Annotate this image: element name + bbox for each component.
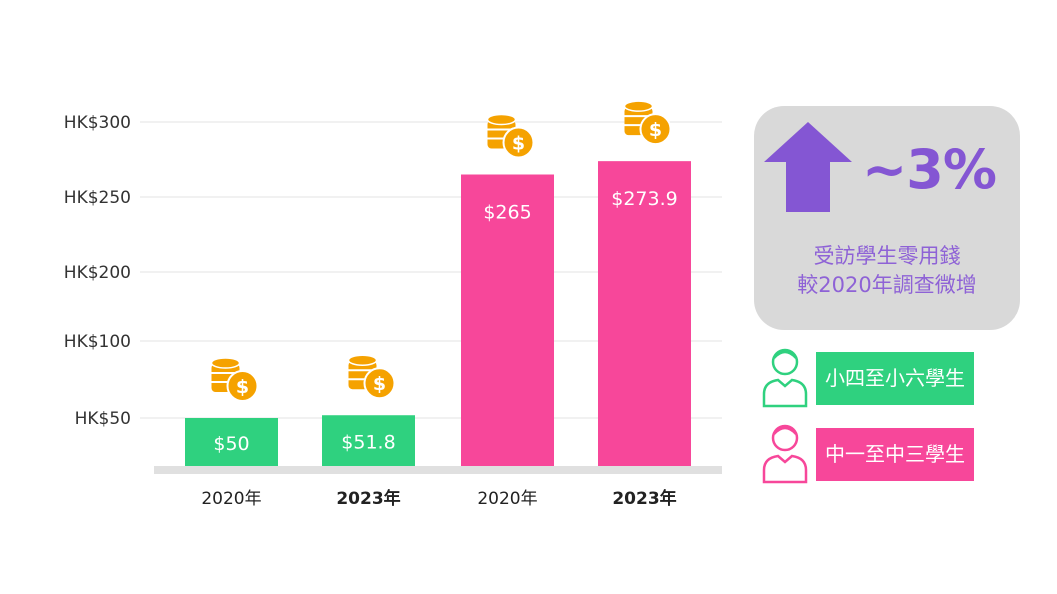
increase-percent: ~3% — [862, 138, 997, 201]
y-tick-label: HK$100 — [64, 332, 131, 352]
y-tick-label: HK$50 — [75, 409, 131, 429]
student-icon — [762, 424, 808, 484]
bar — [598, 161, 691, 466]
y-tick-label: HK$250 — [64, 188, 131, 208]
callout-line-1: 受訪學生零用錢 — [813, 244, 961, 268]
x-axis-baseline — [154, 466, 722, 474]
up-arrow-icon — [764, 122, 852, 212]
data-label: $50 — [213, 433, 249, 455]
bar-chart: HK$50 HK$100 HK$200 HK$250 HK$300 $50 $2020年 $5… — [64, 100, 722, 509]
svg-text:$: $ — [373, 373, 386, 395]
bar — [322, 415, 415, 466]
increase-callout: ~3% 受訪學生零用錢 較2020年調查微增 — [754, 106, 1020, 330]
bar — [185, 418, 278, 466]
legend-item-secondary: 中一至中三學生 — [760, 424, 980, 484]
coin-stack-icon: $ — [347, 354, 396, 400]
coin-stack-icon: $ — [210, 357, 259, 402]
coin-stack-icon: $ — [486, 113, 535, 159]
svg-text:$: $ — [236, 376, 249, 398]
data-label: $273.9 — [611, 188, 677, 210]
x-tick-label: 2020年 — [201, 489, 261, 509]
coin-stack-icon: $ — [623, 100, 672, 146]
legend-label: 中一至中三學生 — [816, 428, 974, 481]
svg-text:$: $ — [512, 133, 525, 155]
x-tick-label: 2023年 — [336, 488, 400, 509]
callout-line-2: 較2020年調查微增 — [797, 273, 977, 297]
y-tick-label: HK$200 — [64, 263, 131, 283]
callout-note: 受訪學生零用錢 較2020年調查微增 — [754, 242, 1020, 300]
x-tick-label: 2020年 — [477, 489, 537, 509]
legend-label: 小四至小六學生 — [816, 352, 974, 405]
svg-text:$: $ — [649, 119, 662, 141]
student-icon — [762, 348, 808, 408]
data-label: $51.8 — [341, 432, 395, 454]
bar — [461, 174, 554, 466]
y-tick-label: HK$300 — [64, 113, 131, 133]
data-label: $265 — [483, 202, 531, 224]
x-tick-label: 2023年 — [612, 488, 676, 509]
legend-item-primary: 小四至小六學生 — [760, 348, 980, 408]
